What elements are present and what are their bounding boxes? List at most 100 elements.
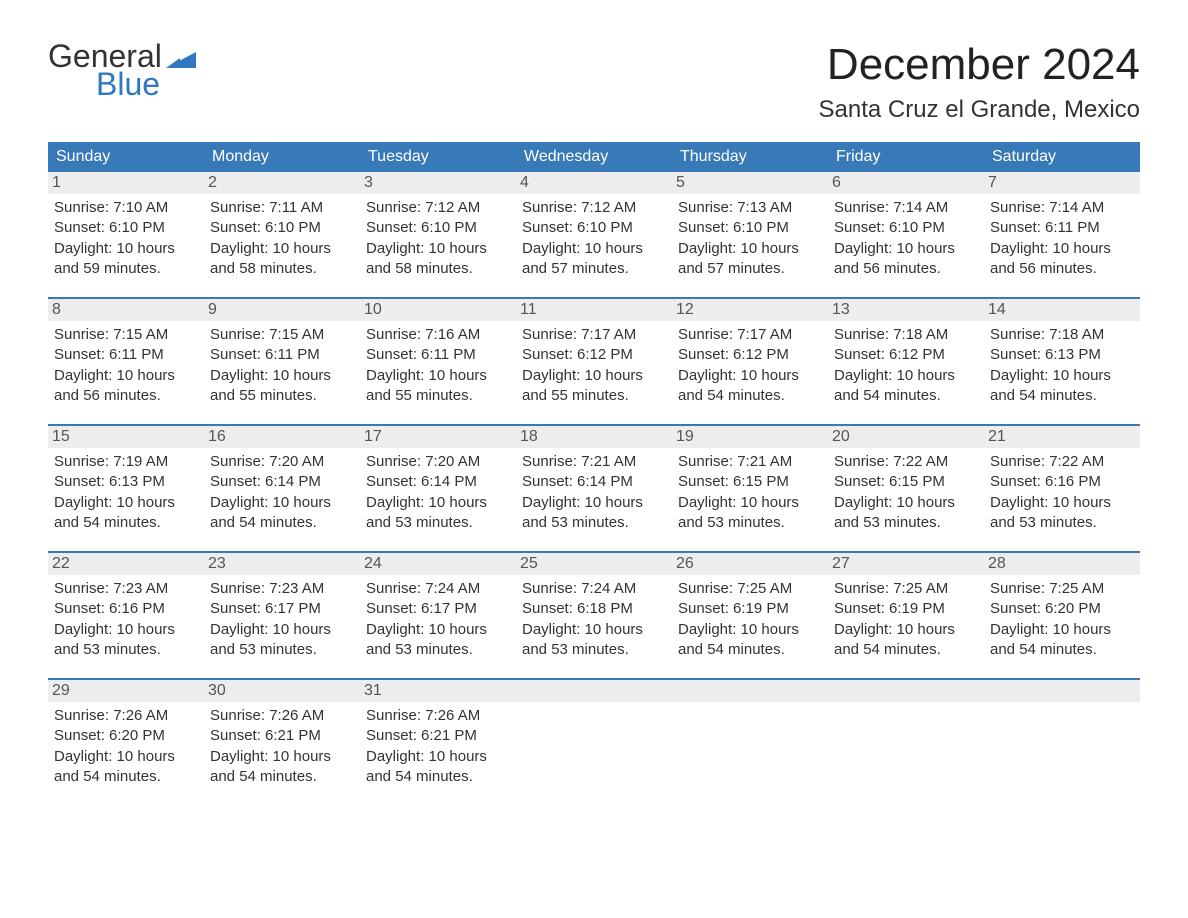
day-dl2: and 53 minutes. [366,640,510,660]
day-details: Sunrise: 7:18 AMSunset: 6:13 PMDaylight:… [990,325,1134,406]
day-number: 20 [828,426,984,448]
day-sunset: Sunset: 6:11 PM [54,345,198,365]
day-sunset: Sunset: 6:10 PM [54,218,198,238]
empty-day [828,680,984,702]
day-sunset: Sunset: 6:14 PM [366,472,510,492]
day-sunrise: Sunrise: 7:12 AM [522,198,666,218]
calendar-cell: 5Sunrise: 7:13 AMSunset: 6:10 PMDaylight… [672,172,828,298]
day-sunset: Sunset: 6:20 PM [990,599,1134,619]
day-sunrise: Sunrise: 7:10 AM [54,198,198,218]
dayname-monday: Monday [204,142,360,172]
day-sunset: Sunset: 6:16 PM [990,472,1134,492]
calendar-cell: 4 Sunrise: 7:12 AMSunset: 6:10 PMDaylight… [516,172,672,298]
day-dl1: Daylight: 10 hours [834,366,978,386]
day-sunset: Sunset: 6:11 PM [990,218,1134,238]
calendar-cell: 27 Sunrise: 7:25 AMSunset: 6:19 PMDayligh… [828,553,984,679]
day-dl1: Daylight: 10 hours [990,493,1134,513]
day-dl1: Daylight: 10 hours [834,239,978,259]
calendar-cell [516,680,672,805]
day-dl2: and 53 minutes. [678,513,822,533]
week-row: 1Sunrise: 7:10 AMSunset: 6:10 PMDaylight… [48,172,1140,298]
day-details: Sunrise: 7:22 AMSunset: 6:15 PMDaylight:… [834,452,978,533]
day-details: Sunrise: 7:26 AMSunset: 6:21 PMDaylight:… [366,706,510,787]
calendar-cell: 30 Sunrise: 7:26 AMSunset: 6:21 PMDayligh… [204,680,360,805]
day-dl2: and 54 minutes. [834,386,978,406]
day-dl1: Daylight: 10 hours [834,493,978,513]
calendar-cell: 17 Sunrise: 7:20 AMSunset: 6:14 PMDayligh… [360,426,516,552]
day-number: 30 [204,680,360,702]
day-details: Sunrise: 7:26 AMSunset: 6:20 PMDaylight:… [54,706,198,787]
calendar-cell [828,680,984,805]
day-dl1: Daylight: 10 hours [366,366,510,386]
day-dl1: Daylight: 10 hours [210,366,354,386]
day-dl2: and 54 minutes. [678,640,822,660]
calendar-cell: 29 Sunrise: 7:26 AMSunset: 6:20 PMDayligh… [48,680,204,805]
day-sunset: Sunset: 6:17 PM [210,599,354,619]
day-sunset: Sunset: 6:15 PM [834,472,978,492]
day-sunset: Sunset: 6:19 PM [678,599,822,619]
dayname-thursday: Thursday [672,142,828,172]
calendar-cell: 3Sunrise: 7:12 AMSunset: 6:10 PMDaylight… [360,172,516,298]
day-sunrise: Sunrise: 7:15 AM [54,325,198,345]
day-sunset: Sunset: 6:18 PM [522,599,666,619]
day-dl1: Daylight: 10 hours [678,239,822,259]
day-number: 4 [516,172,672,194]
day-number: 13 [828,299,984,321]
day-sunrise: Sunrise: 7:13 AM [678,198,822,218]
day-details: Sunrise: 7:12 AMSunset: 6:10 PMDaylight:… [522,198,666,279]
day-number: 24 [360,553,516,575]
day-dl2: and 53 minutes. [990,513,1134,533]
day-dl1: Daylight: 10 hours [366,493,510,513]
day-details: Sunrise: 7:10 AMSunset: 6:10 PMDaylight:… [54,198,198,279]
day-number: 14 [984,299,1140,321]
day-sunrise: Sunrise: 7:25 AM [990,579,1134,599]
calendar-cell: 10Sunrise: 7:16 AMSunset: 6:11 PMDayligh… [360,299,516,425]
dayname-saturday: Saturday [984,142,1140,172]
day-number: 2 [204,172,360,194]
day-number: 12 [672,299,828,321]
day-dl2: and 54 minutes. [366,767,510,787]
day-sunset: Sunset: 6:14 PM [210,472,354,492]
day-number: 19 [672,426,828,448]
day-number: 1 [48,172,204,194]
calendar-cell: 9Sunrise: 7:15 AMSunset: 6:11 PMDaylight… [204,299,360,425]
day-details: Sunrise: 7:22 AMSunset: 6:16 PMDaylight:… [990,452,1134,533]
day-dl2: and 53 minutes. [366,513,510,533]
day-details: Sunrise: 7:20 AMSunset: 6:14 PMDaylight:… [366,452,510,533]
day-dl1: Daylight: 10 hours [366,620,510,640]
day-sunrise: Sunrise: 7:22 AM [834,452,978,472]
day-number: 23 [204,553,360,575]
calendar-cell: 23Sunrise: 7:23 AMSunset: 6:17 PMDayligh… [204,553,360,679]
day-number: 18 [516,426,672,448]
day-details: Sunrise: 7:24 AMSunset: 6:17 PMDaylight:… [366,579,510,660]
empty-day [984,680,1140,702]
day-sunset: Sunset: 6:10 PM [366,218,510,238]
calendar-cell [984,680,1140,805]
day-number: 3 [360,172,516,194]
day-number: 17 [360,426,516,448]
day-dl2: and 59 minutes. [54,259,198,279]
day-details: Sunrise: 7:21 AMSunset: 6:14 PMDaylight:… [522,452,666,533]
day-dl2: and 54 minutes. [54,767,198,787]
calendar-cell: 6Sunrise: 7:14 AMSunset: 6:10 PMDaylight… [828,172,984,298]
day-sunrise: Sunrise: 7:23 AM [54,579,198,599]
day-dl2: and 54 minutes. [210,767,354,787]
day-number: 31 [360,680,516,702]
day-number: 5 [672,172,828,194]
day-number: 29 [48,680,204,702]
week-row: 15Sunrise: 7:19 AMSunset: 6:13 PMDayligh… [48,426,1140,552]
calendar-cell: 1 Sunrise: 7:10 AMSunset: 6:10 PMDaylight… [48,172,204,298]
day-details: Sunrise: 7:14 AMSunset: 6:11 PMDaylight:… [990,198,1134,279]
day-number: 28 [984,553,1140,575]
day-dl2: and 55 minutes. [210,386,354,406]
day-sunset: Sunset: 6:17 PM [366,599,510,619]
day-details: Sunrise: 7:25 AMSunset: 6:19 PMDaylight:… [834,579,978,660]
day-number: 27 [828,553,984,575]
day-details: Sunrise: 7:17 AMSunset: 6:12 PMDaylight:… [678,325,822,406]
day-details: Sunrise: 7:26 AMSunset: 6:21 PMDaylight:… [210,706,354,787]
day-sunrise: Sunrise: 7:26 AM [366,706,510,726]
day-dl2: and 54 minutes. [678,386,822,406]
brand-logo: General Blue [48,40,196,100]
day-dl1: Daylight: 10 hours [678,620,822,640]
day-number: 9 [204,299,360,321]
